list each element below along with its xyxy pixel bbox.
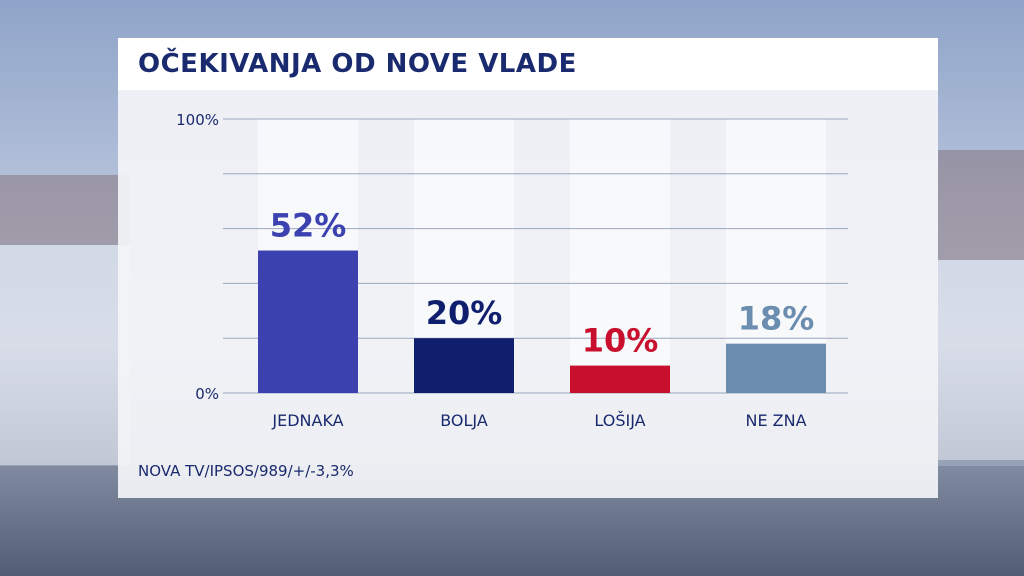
value-label: 10%	[582, 322, 659, 360]
category-label: NE ZNA	[745, 411, 806, 430]
y-tick-label: 0%	[195, 385, 219, 403]
bar	[570, 365, 670, 393]
y-tick-label: 100%	[176, 111, 219, 129]
bar	[258, 250, 358, 393]
chart-title: OČEKIVANJA OD NOVE VLADE	[138, 49, 577, 79]
background-building-left	[0, 245, 130, 465]
category-label: JEDNAKA	[271, 411, 343, 430]
background-roof-left	[0, 175, 130, 245]
source-note: NOVA TV/IPSOS/989/+/-3,3%	[138, 462, 354, 480]
background-building-right	[938, 260, 1024, 460]
chart-panel: OČEKIVANJA OD NOVE VLADE 0% 100% 52% JEDNAK…	[118, 38, 938, 498]
category-label: LOŠIJA	[594, 411, 645, 430]
background-roof-right	[938, 150, 1024, 260]
bar	[726, 343, 826, 393]
value-label: 52%	[270, 207, 347, 245]
bar-chart: 0% 100% 52% JEDNAKA 20% BOLJA 10% LOŠIJA 18% NE Z…	[176, 111, 848, 430]
category-label: BOLJA	[440, 411, 488, 430]
title-bar: OČEKIVANJA OD NOVE VLADE	[118, 38, 938, 90]
bar	[414, 338, 514, 393]
column-background	[570, 119, 670, 393]
value-label: 18%	[738, 300, 815, 338]
value-label: 20%	[426, 294, 503, 332]
